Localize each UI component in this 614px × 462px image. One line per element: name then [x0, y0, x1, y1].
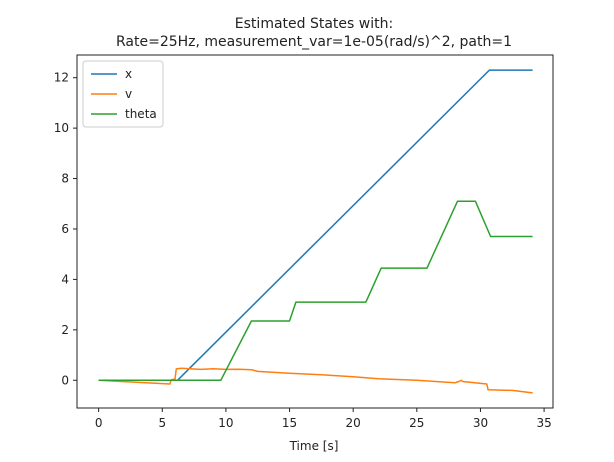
series-lines — [98, 69, 533, 394]
y-tick-label: 6 — [61, 222, 69, 236]
legend-label-v: v — [125, 87, 132, 101]
x-axis: 0 5 10 15 20 25 30 35 — [95, 408, 552, 430]
y-tick-label: 10 — [54, 121, 69, 135]
x-tick-label: 10 — [218, 416, 233, 430]
y-axis: 0 2 4 6 8 10 12 — [54, 71, 77, 387]
y-tick-label: 2 — [61, 323, 69, 337]
series-line-v — [98, 367, 533, 394]
legend-box — [82, 60, 164, 128]
x-tick-label: 25 — [409, 416, 424, 430]
y-tick-label: 12 — [54, 71, 69, 85]
y-tick-label: 0 — [61, 373, 69, 387]
series-line-theta — [98, 200, 533, 382]
x-tick-label: 30 — [473, 416, 488, 430]
chart-title-line-2: Rate=25Hz, measurement_var=1e-05(rad/s)^… — [116, 34, 512, 50]
legend-label-x: x — [125, 67, 132, 81]
y-tick-label: 8 — [61, 172, 69, 186]
plot-area — [76, 54, 554, 409]
legend: xv theta — [82, 60, 164, 128]
x-tick-label: 35 — [536, 416, 551, 430]
chart-title-line-1: Estimated States with: — [235, 16, 393, 32]
x-axis-label: Time [s] — [289, 439, 339, 453]
legend-label-theta: theta — [125, 107, 157, 121]
x-tick-label: 0 — [95, 416, 103, 430]
y-tick-label: 4 — [61, 272, 69, 286]
chart-title: Estimated States with: Rate=25Hz, measur… — [116, 16, 512, 50]
x-tick-label: 5 — [158, 416, 166, 430]
x-tick-label: 20 — [346, 416, 361, 430]
x-tick-label: 15 — [282, 416, 297, 430]
series-line-x — [98, 69, 533, 382]
plot-frame — [76, 54, 554, 409]
